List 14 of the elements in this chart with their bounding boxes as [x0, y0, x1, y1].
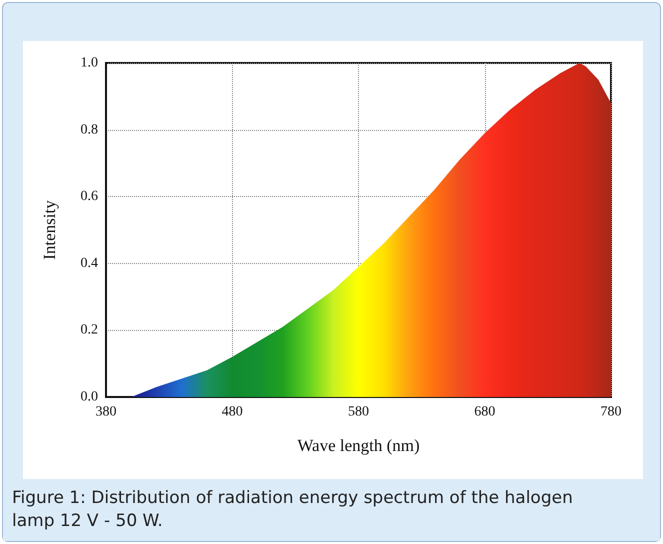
caption: Figure 1: Distribution of radiation energy spectrum of the halogen lamp 12 V - 50 W. [12, 487, 574, 533]
y-tick-label: 0.4 [80, 256, 98, 271]
x-tick-label: 480 [222, 404, 243, 420]
y-tick-label: 0.2 [80, 322, 98, 338]
y-tick-label: 0.8 [80, 122, 98, 138]
y-tick-label: 1.0 [80, 56, 98, 70]
x-axis-title: Wave length (nm) [297, 436, 420, 455]
x-tick-label: 380 [96, 404, 116, 420]
y-axis-title: Intensity [40, 200, 59, 260]
x-tick-label: 680 [474, 404, 496, 420]
x-tick-label: 580 [348, 404, 369, 420]
x-tick-label: 780 [600, 404, 622, 420]
y-tick-label: 0.6 [80, 189, 98, 204]
y-tick-label: 0.0 [80, 390, 98, 404]
